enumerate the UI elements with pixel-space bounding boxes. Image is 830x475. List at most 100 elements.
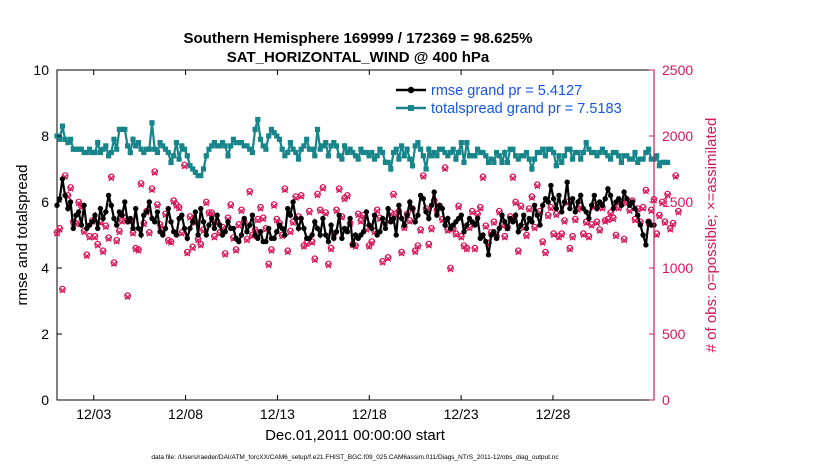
obs-possible-point — [148, 185, 156, 193]
obs-assimilated-point — [138, 181, 145, 188]
totalspread-point — [342, 143, 348, 149]
obs-assimilated-point — [531, 225, 538, 232]
totalspread-point — [287, 140, 293, 146]
obs-possible-point — [319, 184, 327, 191]
obs-possible-point — [479, 173, 487, 181]
totalspread-point — [100, 146, 106, 152]
obs-possible-point — [83, 251, 91, 259]
totalspread-point — [656, 163, 662, 169]
x-tick-label: 12/23 — [444, 406, 479, 422]
rmse-point — [629, 199, 635, 205]
totalspread-point — [388, 166, 394, 172]
totalspread-point — [559, 159, 565, 165]
totalspread-point — [119, 126, 125, 132]
obs-assimilated-point — [254, 217, 261, 224]
obs-possible-point — [482, 222, 490, 230]
totalspread-point — [453, 156, 459, 162]
obs-possible-point — [124, 292, 131, 300]
rmse-point — [214, 212, 220, 218]
obs-assimilated-point — [208, 210, 215, 217]
totalspread-point — [434, 153, 440, 159]
totalspread-point — [499, 159, 505, 165]
totalspread-point — [320, 143, 326, 149]
obs-assimilated-point — [572, 217, 579, 224]
totalspread-point — [266, 133, 272, 139]
totalspread-point — [78, 146, 84, 152]
obs-possible-point — [281, 185, 289, 193]
obs-possible-point — [463, 244, 471, 252]
obs-assimilated-point — [471, 246, 478, 253]
rmse-point — [81, 202, 87, 208]
totalspread-point — [380, 149, 386, 156]
totalspread-point — [608, 156, 614, 162]
totalspread-point — [456, 149, 462, 156]
legend-rmse-label: rmse grand pr = 5.4127 — [431, 83, 582, 99]
rmse-point — [152, 219, 158, 225]
obs-assimilated-point — [167, 239, 175, 246]
obs-assimilated-point — [675, 209, 682, 216]
obs-assimilated-point — [265, 262, 272, 269]
totalspread-point — [244, 143, 250, 149]
obs-assimilated-point — [398, 250, 405, 257]
totalspread-point — [494, 149, 500, 156]
totalspread-point — [154, 149, 160, 156]
rmse-point — [404, 212, 410, 218]
obs-assimilated-point — [129, 230, 137, 237]
totalspread-point — [540, 146, 546, 152]
totalspread-point — [352, 153, 359, 159]
obs-assimilated-point — [447, 266, 454, 273]
rmse-point — [610, 205, 616, 212]
totalspread-point — [551, 149, 557, 156]
obs-assimilated-point — [414, 243, 421, 250]
obs-possible-point — [325, 260, 332, 268]
obs-assimilated-point — [170, 198, 177, 206]
totalspread-point — [637, 156, 643, 162]
totalspread-point — [233, 140, 239, 146]
rmse-point — [62, 192, 68, 199]
obs-assimilated-point — [517, 204, 525, 211]
obs-assimilated-point — [455, 204, 462, 211]
totalspread-point — [195, 173, 201, 179]
rmse-point — [263, 238, 269, 245]
rmse-point — [165, 205, 171, 212]
rmse-point — [195, 232, 201, 238]
totalspread-point — [496, 153, 502, 159]
totalspread-point — [575, 149, 581, 156]
rmse-point — [360, 229, 367, 235]
y-left-tick-label: 6 — [41, 194, 49, 210]
x-tick-label: 12/28 — [535, 406, 570, 422]
totalspread-point — [149, 120, 155, 126]
obs-assimilated-point — [479, 175, 487, 182]
obs-assimilated-point — [566, 246, 573, 253]
totalspread-point — [301, 143, 307, 149]
rmse-point — [431, 189, 437, 195]
totalspread-point — [591, 149, 597, 156]
rmse-point — [409, 205, 416, 212]
totalspread-point — [537, 149, 543, 156]
rmse-point — [344, 229, 351, 235]
obs-assimilated-point — [306, 209, 313, 216]
totalspread-point — [65, 140, 71, 146]
totalspread-point — [219, 140, 226, 146]
totalspread-point — [483, 153, 489, 159]
rmse-point — [567, 205, 573, 212]
rmse-point — [122, 199, 128, 205]
totalspread-point — [548, 146, 554, 152]
totalspread-point — [89, 149, 95, 156]
obs-possible-point — [447, 264, 454, 272]
totalspread-point — [255, 116, 261, 123]
totalspread-point — [285, 149, 291, 156]
obs-assimilated-point — [102, 224, 109, 231]
totalspread-point — [141, 149, 147, 156]
rmse-point — [439, 205, 445, 212]
rmse-point — [616, 196, 622, 202]
totalspread-point — [358, 146, 364, 152]
obs-assimilated-point — [547, 205, 554, 212]
totalspread-point — [377, 146, 383, 152]
y-axis-right-label: # of obs: o=possible; ×=assimilated — [703, 118, 720, 353]
obs-assimilated-point — [268, 247, 275, 254]
obs-possible-point — [593, 218, 601, 226]
obs-possible-point — [672, 172, 680, 180]
obs-assimilated-point — [406, 218, 413, 225]
totalspread-point — [648, 156, 654, 162]
